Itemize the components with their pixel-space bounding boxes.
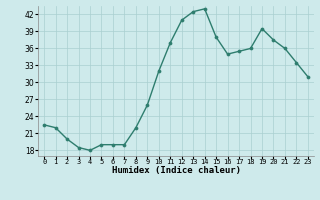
X-axis label: Humidex (Indice chaleur): Humidex (Indice chaleur) [111,166,241,175]
